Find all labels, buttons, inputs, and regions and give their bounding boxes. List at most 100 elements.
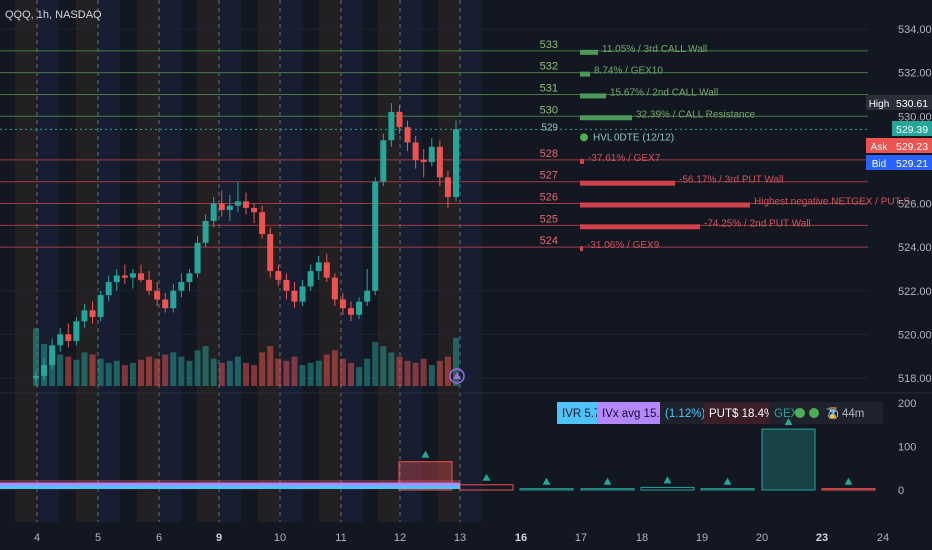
replay-icon xyxy=(449,368,465,384)
volume-bar xyxy=(186,360,193,386)
ivr-indicator: IVR 5.7 xyxy=(562,408,600,420)
volume-bar xyxy=(129,362,136,386)
volume-bar xyxy=(194,350,201,386)
put-ratio-indicator-bg xyxy=(704,402,769,424)
expiration-box xyxy=(640,486,695,491)
candle-body xyxy=(226,205,233,211)
ask-badge-label: Ask xyxy=(871,142,889,153)
gex-bar xyxy=(580,71,590,77)
volume-bar xyxy=(267,346,274,386)
candle-body xyxy=(105,282,112,296)
hvl-strike-label: 529 xyxy=(541,122,558,133)
candle-body xyxy=(81,310,88,322)
price-tick-label: 520.00 xyxy=(898,329,932,341)
candle-body xyxy=(444,177,451,197)
strike-label: 531 xyxy=(540,82,558,94)
ivx-avg-indicator: IVx avg 15.5 xyxy=(602,408,666,420)
time-tick-label: 19 xyxy=(696,532,708,544)
session-shade xyxy=(219,0,241,522)
ivx-change-indicator-bg xyxy=(660,402,704,424)
candle-body xyxy=(299,286,306,302)
volume-bar xyxy=(105,362,112,386)
volume-bar xyxy=(356,367,363,386)
gex-indicator: GEX xyxy=(774,408,799,420)
candle-body xyxy=(428,146,435,163)
ask-badge-label-bg xyxy=(866,138,892,153)
volume-bar xyxy=(89,354,96,386)
volume-bar xyxy=(388,352,395,386)
lower-tick-label: 200 xyxy=(898,398,916,410)
volume-bar xyxy=(113,360,120,386)
candle-body xyxy=(218,203,225,211)
volume-bar xyxy=(154,358,161,386)
gex-status-dot xyxy=(809,408,819,418)
candle-body xyxy=(380,140,387,182)
candle-body xyxy=(138,273,144,280)
expiration-box xyxy=(580,488,635,491)
volume-bar xyxy=(251,365,258,386)
session-shade xyxy=(137,0,159,522)
gex-bar xyxy=(580,93,606,99)
session-shade xyxy=(37,0,59,522)
ivx-change-indicator: (1.12%) xyxy=(665,408,705,420)
volume-bar xyxy=(404,360,411,386)
candle-body xyxy=(275,271,282,280)
bid-badge-label-bg xyxy=(866,155,892,170)
candle-body xyxy=(291,290,298,302)
candle-body xyxy=(73,321,80,341)
candle-body xyxy=(234,201,241,206)
candle-body xyxy=(113,275,120,283)
candle-body xyxy=(154,290,161,300)
gex-status-dot xyxy=(795,408,805,418)
candle-body xyxy=(129,273,136,278)
candle-body xyxy=(412,142,419,160)
candle-body xyxy=(121,275,128,278)
high-badge-value: 530.61 xyxy=(896,98,928,110)
replay-icon-arrow xyxy=(453,372,461,379)
ask-badge-value-bg xyxy=(892,138,932,153)
gex-label: Highest negative NETGEX / PUT S xyxy=(754,197,910,208)
gex-bar xyxy=(580,202,750,208)
candle-body xyxy=(97,295,104,317)
session-shade xyxy=(76,0,98,522)
hourglass-icon: ⌛ xyxy=(826,407,840,420)
chart-title: QQQ, 1h, NASDAQ xyxy=(5,9,102,21)
hvl-label: HVL xyxy=(593,132,613,143)
gex-bar xyxy=(580,49,598,55)
expiration-marker xyxy=(844,477,853,485)
candle-body xyxy=(259,212,266,235)
session-shade xyxy=(460,0,482,522)
session-shade xyxy=(280,0,302,522)
candle-body xyxy=(453,129,459,197)
strike-label: 526 xyxy=(540,192,558,204)
volume-bar xyxy=(121,365,128,386)
volume-bar xyxy=(210,358,217,386)
session-shade xyxy=(319,0,341,522)
volume-bar xyxy=(283,360,290,386)
time-tick-label: 12 xyxy=(394,532,406,544)
gex-bar xyxy=(580,115,632,121)
volume-bar xyxy=(73,359,80,386)
volume-bar xyxy=(299,365,306,386)
session-shade xyxy=(159,0,181,522)
gex-label: -74.25% / 2nd PUT Wall xyxy=(704,218,811,229)
session-shade xyxy=(15,0,37,522)
price-tick-label: 534.00 xyxy=(898,24,932,36)
price-tick-label: 526.00 xyxy=(898,199,932,211)
lower-tick-label: 0 xyxy=(898,485,904,497)
gex-label: -31.06% / GEX9 xyxy=(587,240,660,251)
time-tick-label: 16 xyxy=(515,532,527,544)
candle-body xyxy=(267,234,274,272)
expiration-marker xyxy=(482,473,491,481)
time-tick-label: 18 xyxy=(636,532,648,544)
session-shade xyxy=(438,0,460,522)
candle-body xyxy=(210,203,217,221)
volume-bar xyxy=(259,352,266,386)
candle-body xyxy=(65,334,72,341)
time-remaining-indicator-bg xyxy=(821,402,883,424)
bid-badge-label: Bid xyxy=(872,159,886,170)
expiration-marker xyxy=(784,418,793,426)
volume-bar xyxy=(202,346,209,386)
